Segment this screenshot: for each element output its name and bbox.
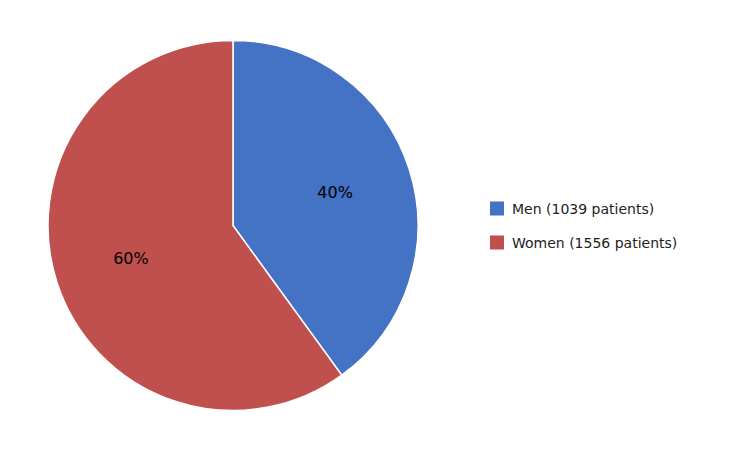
legend-label: Men (1039 patients) xyxy=(512,201,654,217)
legend: Men (1039 patients) Women (1556 patients) xyxy=(490,201,677,251)
chart-container: 40% 60% Men (1039 patients) Women (1556 pat… xyxy=(0,0,752,451)
legend-label: Women (1556 patients) xyxy=(512,235,677,251)
legend-item: Women (1556 patients) xyxy=(490,235,677,251)
data-label: 40% xyxy=(317,183,353,202)
page: {"chart_data": {"type": "pie", "categori… xyxy=(0,0,752,451)
pie xyxy=(48,41,418,411)
legend-swatch xyxy=(490,202,504,216)
chart: 40% 60% Men (1039 patients) Women (1556 pat… xyxy=(0,0,752,451)
pie-slice xyxy=(48,41,342,411)
data-label: 60% xyxy=(113,249,149,268)
legend-item: Men (1039 patients) xyxy=(490,201,654,217)
data-labels: 40% 60% xyxy=(113,183,353,268)
legend-swatch xyxy=(490,236,504,250)
